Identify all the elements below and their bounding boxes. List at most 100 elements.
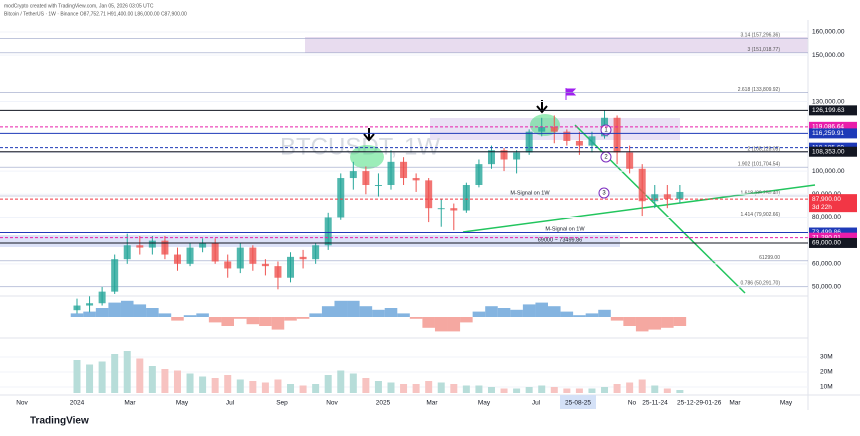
oscillator-bar <box>284 317 297 321</box>
candle-body <box>613 117 621 153</box>
x-tick-label: Jul <box>226 400 235 407</box>
oscillator-bar <box>598 309 611 317</box>
price-badge <box>809 237 857 248</box>
oscillator-bar <box>347 300 360 317</box>
zone <box>0 235 620 247</box>
candle-body <box>538 127 546 132</box>
candle-body <box>387 161 395 185</box>
y-tick-label: 160,000.00 <box>812 29 845 36</box>
price-badge <box>809 227 857 238</box>
oscillator-bar <box>661 317 674 328</box>
volume-bar <box>475 385 483 393</box>
volume-bar <box>525 387 533 393</box>
volume-bar <box>563 388 571 393</box>
x-tick-label: -01-26 <box>703 400 722 407</box>
oscillator-bar <box>146 308 159 317</box>
candle-body <box>500 150 508 160</box>
annotation: M-Signal on 1W <box>510 190 550 196</box>
oscillator-bar <box>384 308 398 317</box>
volume-bar <box>613 384 621 393</box>
volume-bar <box>199 376 207 393</box>
price-badge <box>809 105 857 116</box>
candle-body <box>400 161 408 179</box>
candle-body <box>450 208 458 211</box>
x-tick-label: 25-11-24 <box>642 400 668 407</box>
volume-bar <box>299 385 307 393</box>
oscillator-bar <box>472 311 486 317</box>
y-tick-label: 30M <box>820 354 833 361</box>
x-tick-label: Mar <box>124 400 136 407</box>
volume-bar <box>161 369 169 393</box>
annotation: 3 <box>602 191 606 197</box>
x-tick-label: 25-08-25 <box>565 400 591 407</box>
oscillator-bar <box>208 317 222 323</box>
volume-bar <box>450 384 458 393</box>
oscillator-bar <box>623 317 636 326</box>
marker-circle <box>600 124 612 136</box>
x-tick-label: No <box>628 400 637 407</box>
volume-bar <box>349 373 357 393</box>
candle-body <box>487 150 495 165</box>
x-tick-label: 2024 <box>70 400 85 407</box>
candle-body <box>287 256 295 278</box>
volume-bar <box>211 378 219 393</box>
candle-body <box>312 245 320 260</box>
x-tick-label: Sep <box>276 400 288 407</box>
price-badge <box>809 194 857 213</box>
price-badge-sub: 3d 22h <box>812 204 832 211</box>
candle-body <box>299 256 307 260</box>
candle-body <box>588 136 596 146</box>
volume-bar <box>261 382 269 393</box>
oscillator-bar <box>158 313 172 317</box>
highlight <box>350 145 384 169</box>
flag <box>565 88 577 100</box>
level-label: 61299.00 <box>759 255 780 261</box>
oscillator-bar <box>133 304 147 317</box>
oscillator-bar <box>259 317 272 326</box>
volume-bar <box>362 378 370 393</box>
candle-body <box>148 240 156 248</box>
oscillator-bar <box>460 317 473 323</box>
highlight <box>530 114 560 136</box>
price-badge-label: 116,259.91 <box>812 130 844 137</box>
level-label: 2 (108,128.05) <box>747 147 780 153</box>
oscillator-bar <box>234 317 247 319</box>
y-tick-label: 150,000.00 <box>812 52 845 59</box>
volume-bar <box>538 385 546 393</box>
level-label: 3.14 (157,296.36) <box>741 33 781 39</box>
volume-bar <box>601 387 609 393</box>
y-tick-label: 100,000.00 <box>812 168 845 175</box>
volume-bar <box>374 381 382 393</box>
oscillator-bar <box>422 317 435 328</box>
oscillator-bar <box>95 308 109 317</box>
volume-bar <box>224 375 232 393</box>
candle-body <box>199 242 207 248</box>
oscillator-bar <box>573 315 586 317</box>
candle-body <box>651 194 659 202</box>
candle-body <box>550 127 558 132</box>
marker-circle <box>598 187 610 199</box>
oscillator-bar <box>183 315 197 317</box>
candle-body <box>173 254 181 264</box>
oscillator-bar <box>397 313 410 317</box>
oscillator-bar <box>70 313 84 317</box>
candle-body <box>412 178 420 181</box>
volume-bar <box>324 375 332 393</box>
x-tick-label: Mar <box>729 400 741 407</box>
volume-bar <box>249 381 257 393</box>
candle-body <box>123 245 131 260</box>
volume-bar <box>274 379 282 393</box>
annotation: 69000 ~ 73499.86 <box>538 237 583 243</box>
price-badge-label: 69,000.00 <box>812 240 841 247</box>
volume-bar <box>136 358 144 393</box>
y-tick-label: 130,000.00 <box>812 98 845 105</box>
annotation: 1 <box>604 128 608 134</box>
time-highlight <box>560 395 596 409</box>
candle-body <box>186 247 194 264</box>
level-label: 1.414 (79,902.66) <box>741 212 781 218</box>
price-badge-label: 108,353.00 <box>812 148 845 155</box>
oscillator-bar <box>296 317 310 319</box>
price-badge <box>809 146 857 157</box>
candle-body <box>249 247 257 264</box>
